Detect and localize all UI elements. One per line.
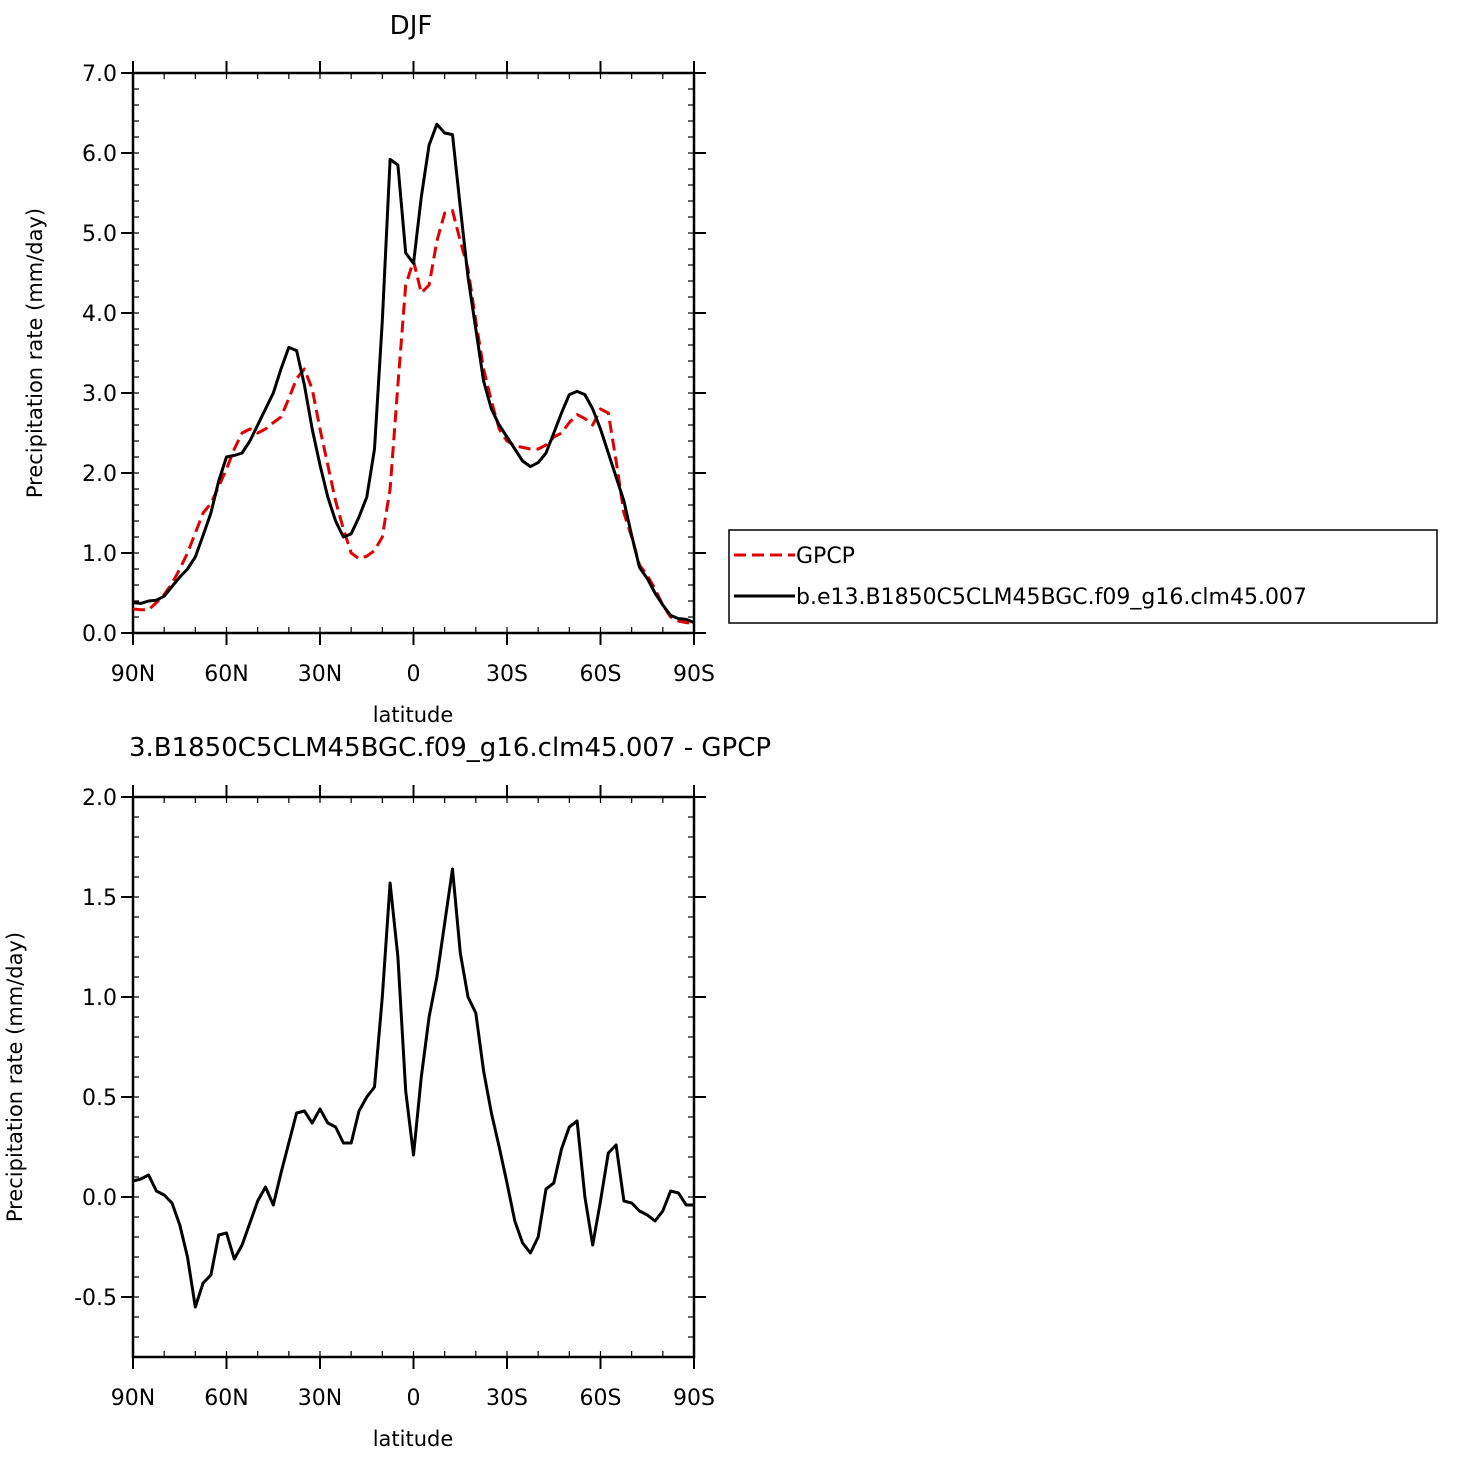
top-x-tick-label: 60N [204,662,248,687]
top-x-axis-label: latitude [373,703,454,727]
top-axis-ticks: 0.0 1.0 2.0 3.0 4.0 5.0 6.0 7.0 90N 60N 30N 0 30S 60S… [82,61,715,687]
top-chart: DJF 0.0 1.0 2.0 3.0 4.0 5.0 6.0 7.0 90N 60N 30N 0 30… [23,11,715,727]
bottom-y-tick-label: 0.0 [82,1186,117,1211]
top-x-tick-label: 30N [298,662,342,687]
bottom-chart: 3.B1850C5CLM45BGC.f09_g16.clm45.007 - GP… [3,733,771,1451]
legend-box [728,529,1438,624]
legend-label-gpcp: GPCP [796,544,855,569]
top-y-tick-label: 5.0 [82,222,117,247]
bottom-x-tick-label: 90S [673,1386,715,1411]
top-y-tick-label: 2.0 [82,462,117,487]
bottom-x-tick-label: 30S [486,1386,528,1411]
bottom-y-tick-label: 0.5 [82,1086,117,1111]
top-x-tick-label: 30S [486,662,528,687]
bottom-x-tick-label: 90N [111,1386,155,1411]
top-series-group [132,122,695,625]
top-series-line-0 [132,209,695,625]
top-y-axis-label: Precipitation rate (mm/day) [23,208,47,498]
top-chart-title: DJF [390,11,433,41]
top-y-tick-label: 7.0 [82,62,117,87]
top-x-tick-label: 0 [407,662,421,687]
top-x-tick-label: 90N [111,662,155,687]
bottom-x-axis-label: latitude [373,1427,454,1451]
top-y-tick-label: 0.0 [82,622,117,647]
bottom-x-tick-label: 30N [298,1386,342,1411]
legend-label-model: b.e13.B1850C5CLM45BGC.f09_g16.clm45.007 [796,585,1307,610]
top-y-tick-label: 3.0 [82,382,117,407]
top-series-line-1 [132,122,695,624]
bottom-y-tick-label: 1.5 [82,886,117,911]
bottom-series-group [132,867,694,1309]
bottom-x-tick-label: 60S [580,1386,622,1411]
bottom-axis-ticks: -0.5 0.0 0.5 1.0 1.5 2.0 90N 60N 30N 0 30S 60S 90S [74,785,715,1411]
bottom-x-tick-label: 0 [407,1386,421,1411]
bottom-series-line-0 [132,867,694,1309]
bottom-y-tick-label: 1.0 [82,986,117,1011]
bottom-x-tick-label: 60N [204,1386,248,1411]
bottom-chart-title: 3.B1850C5CLM45BGC.f09_g16.clm45.007 - GP… [129,733,771,763]
bottom-y-tick-label: -0.5 [74,1286,117,1311]
bottom-y-axis-label: Precipitation rate (mm/day) [3,932,27,1222]
top-plot-frame [131,71,696,635]
top-y-tick-label: 1.0 [82,542,117,567]
top-x-tick-label: 60S [580,662,622,687]
bottom-plot-frame [131,795,696,1359]
top-y-tick-label: 4.0 [82,302,117,327]
top-x-tick-label: 90S [673,662,715,687]
top-y-tick-label: 6.0 [82,142,117,167]
legend: GPCP b.e13.B1850C5CLM45BGC.f09_g16.clm45… [728,529,1438,624]
bottom-y-tick-label: 2.0 [82,786,117,811]
